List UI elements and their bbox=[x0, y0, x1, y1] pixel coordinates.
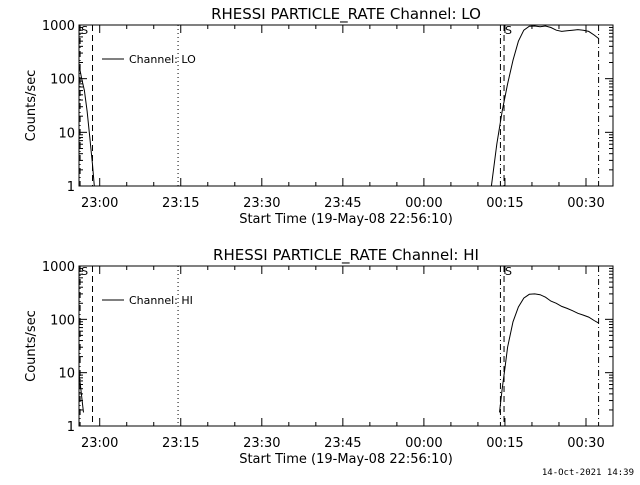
x-tick-label: 23:45 bbox=[324, 436, 361, 451]
chart-title: RHESSI PARTICLE_RATE Channel: LO bbox=[211, 5, 481, 24]
x-axis-label: Start Time (19-May-08 22:56:10) bbox=[239, 452, 453, 467]
chart-title: RHESSI PARTICLE_RATE Channel: HI bbox=[213, 246, 479, 265]
y-tick-label: 1000 bbox=[42, 19, 75, 34]
series-line bbox=[490, 25, 599, 187]
x-tick-label: 00:00 bbox=[405, 196, 442, 211]
y-axis-label: Counts/sec bbox=[24, 70, 39, 142]
y-tick-label: 100 bbox=[50, 313, 75, 328]
x-tick-label: 23:15 bbox=[162, 436, 199, 451]
x-tick-label: 23:15 bbox=[162, 196, 199, 211]
x-tick-label: 00:15 bbox=[486, 196, 523, 211]
y-axis-label: Counts/sec bbox=[24, 310, 39, 382]
x-tick-label: 00:30 bbox=[567, 436, 604, 451]
x-tick-label: 23:30 bbox=[243, 436, 280, 451]
x-tick-label: 23:45 bbox=[324, 196, 361, 211]
panel-hi: RHESSI PARTICLE_RATE Channel: HI Start Ti… bbox=[24, 246, 614, 467]
x-tick-label: 23:00 bbox=[81, 196, 118, 211]
y-tick-label: 1 bbox=[67, 180, 75, 195]
panel-lo: RHESSI PARTICLE_RATE Channel: LO Start Ti… bbox=[24, 5, 614, 227]
marker-label: S bbox=[81, 24, 88, 37]
x-axis-label: Start Time (19-May-08 22:56:10) bbox=[239, 212, 453, 227]
timestamp-stamp: 14-Oct-2021 14:39 bbox=[541, 468, 634, 478]
x-tick-label: 00:00 bbox=[405, 436, 442, 451]
series-line bbox=[499, 293, 599, 413]
series-line bbox=[78, 64, 95, 187]
x-tick-label: 00:30 bbox=[567, 196, 604, 211]
legend-label: Channel: HI bbox=[129, 294, 193, 307]
y-tick-label: 10 bbox=[58, 367, 75, 382]
marker-label: S bbox=[505, 265, 512, 278]
y-tick-label: 1000 bbox=[42, 260, 75, 275]
marker-label: S bbox=[505, 24, 512, 37]
x-tick-label: 23:30 bbox=[243, 196, 280, 211]
plot-frame bbox=[78, 265, 614, 427]
y-tick-label: 10 bbox=[58, 126, 75, 141]
marker-label: S bbox=[81, 265, 88, 278]
y-tick-label: 1 bbox=[67, 420, 75, 435]
series-line bbox=[78, 372, 84, 413]
y-tick-label: 100 bbox=[50, 73, 75, 88]
legend-label: Channel: LO bbox=[129, 53, 196, 66]
plot-frame bbox=[78, 24, 614, 187]
x-tick-label: 23:00 bbox=[81, 436, 118, 451]
x-tick-label: 00:15 bbox=[486, 436, 523, 451]
